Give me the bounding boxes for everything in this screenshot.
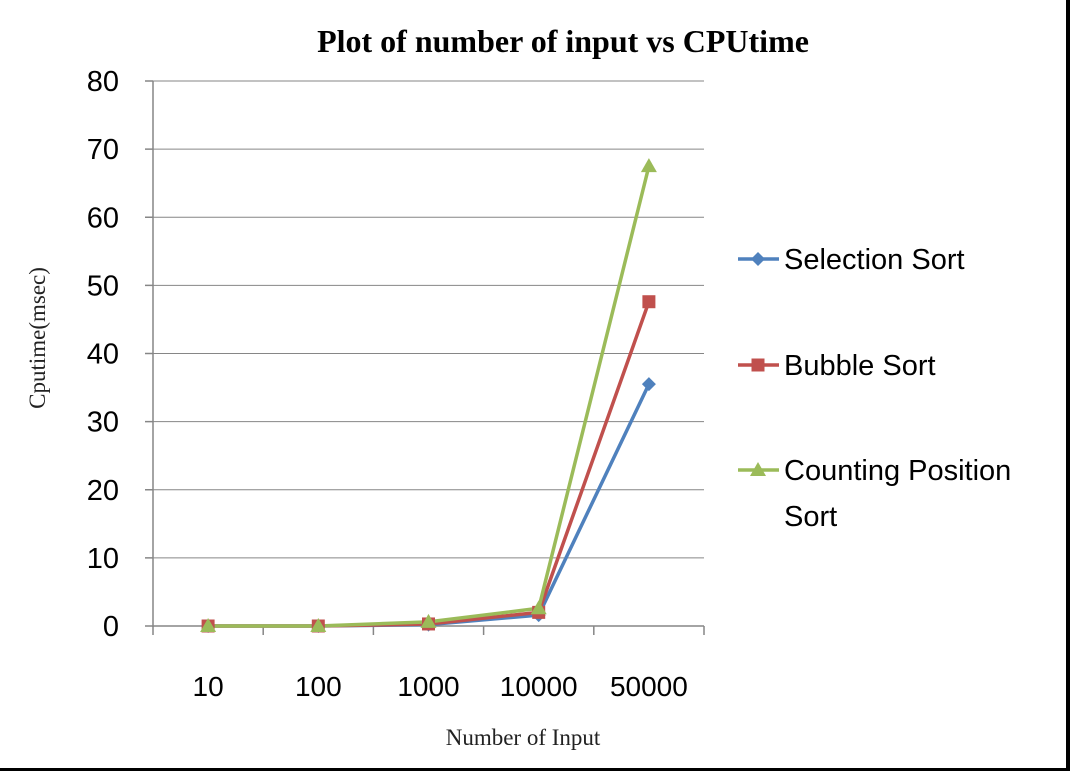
series-line-1	[208, 301, 651, 628]
y-tick-label: 20	[87, 475, 119, 507]
legend-marker	[751, 358, 765, 372]
gridlines	[145, 80, 705, 635]
y-tick-labels: 0 10 20 30 40 50 60 70 80	[87, 66, 119, 643]
x-axis-label: Number of Input	[446, 725, 601, 750]
y-axis-label: Cputime(msec)	[25, 267, 50, 409]
data-point	[641, 377, 656, 392]
x-tick-label: 10000	[500, 671, 578, 702]
y-tick-label: 40	[87, 339, 119, 371]
data-point	[530, 600, 547, 615]
legend-label-line: Sort	[784, 501, 837, 533]
y-tick-label: 70	[87, 134, 119, 166]
chart-title: Plot of number of input vs CPUtime	[317, 23, 809, 59]
y-tick-label: 50	[87, 270, 119, 302]
y-tick-label: 0	[103, 611, 119, 643]
x-tick-label: 1000	[397, 671, 459, 702]
legend-label-line: Selection Sort	[784, 244, 965, 276]
x-tick-labels: 10 100 1000 10000 50000	[193, 671, 688, 702]
x-tick-label: 10	[193, 671, 224, 702]
data-point	[642, 295, 656, 309]
y-tick-label: 10	[87, 543, 119, 575]
legend-marker	[750, 462, 766, 476]
legend-label: Bubble Sort	[784, 350, 936, 382]
x-tick-label: 100	[295, 671, 342, 702]
series-markers	[200, 158, 657, 633]
legend: Selection Sort Bubble Sort Counting Positi…	[738, 244, 1011, 533]
data-point	[420, 613, 437, 628]
data-point	[200, 618, 217, 632]
y-tick-label: 80	[87, 66, 119, 98]
legend-label: Counting Position Sort	[784, 455, 1011, 533]
series-lines	[208, 165, 651, 628]
data-point	[640, 158, 657, 173]
legend-marker	[751, 252, 765, 266]
y-tick-label: 30	[87, 407, 119, 439]
legend-label-line: Bubble Sort	[784, 350, 936, 382]
legend-label-line: Counting Position	[784, 455, 1011, 487]
data-point	[310, 618, 327, 632]
series-line-0	[208, 383, 651, 628]
x-tick-label: 50000	[610, 671, 688, 702]
y-tick-label: 60	[87, 202, 119, 234]
series-line-2	[208, 165, 651, 628]
legend-label: Selection Sort	[784, 244, 965, 276]
